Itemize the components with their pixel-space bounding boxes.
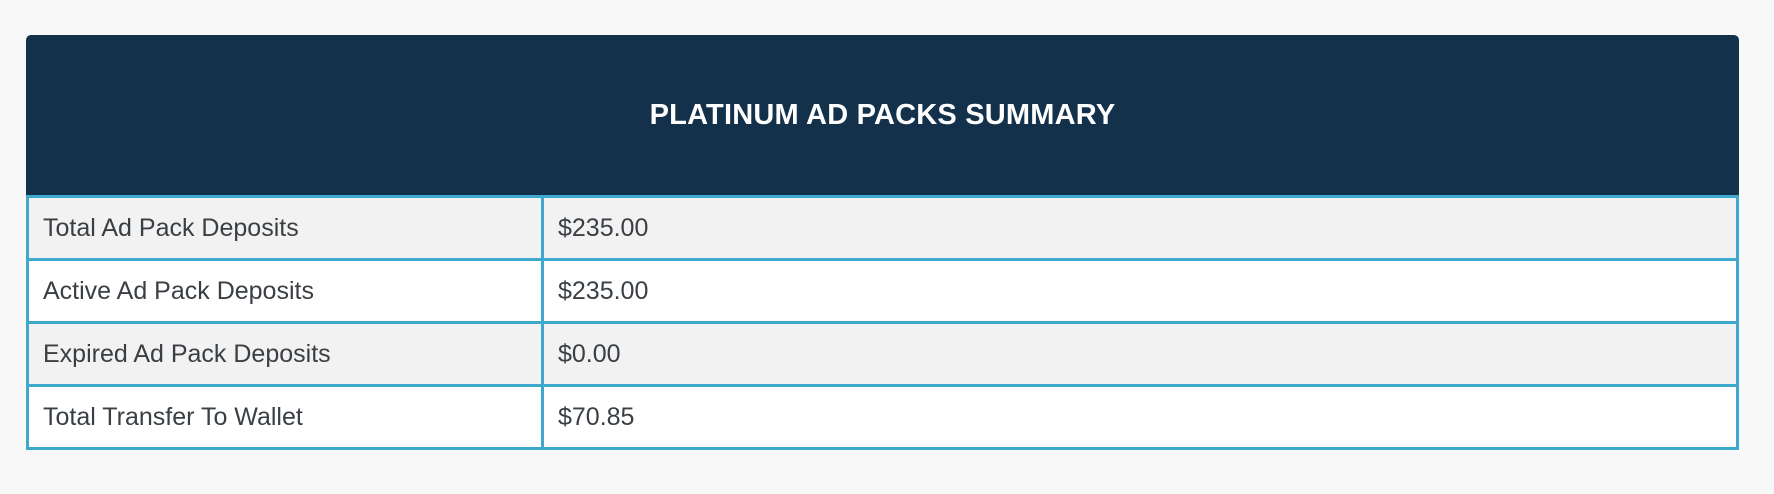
table-row: Total Ad Pack Deposits $235.00 (26, 195, 1739, 261)
panel-header: PLATINUM AD PACKS SUMMARY (26, 35, 1739, 195)
row-value: $235.00 (541, 195, 1739, 261)
row-value: $70.85 (541, 384, 1739, 450)
row-label: Total Transfer To Wallet (26, 384, 544, 450)
table-row: Expired Ad Pack Deposits $0.00 (26, 321, 1739, 387)
table-row: Active Ad Pack Deposits $235.00 (26, 258, 1739, 324)
row-label: Expired Ad Pack Deposits (26, 321, 544, 387)
table-row: Total Transfer To Wallet $70.85 (26, 384, 1739, 450)
summary-panel: PLATINUM AD PACKS SUMMARY Total Ad Pack … (26, 35, 1739, 450)
row-value: $0.00 (541, 321, 1739, 387)
row-value: $235.00 (541, 258, 1739, 324)
row-label: Total Ad Pack Deposits (26, 195, 544, 261)
row-label: Active Ad Pack Deposits (26, 258, 544, 324)
panel-title: PLATINUM AD PACKS SUMMARY (649, 98, 1116, 131)
summary-table: Total Ad Pack Deposits $235.00 Active Ad P… (26, 195, 1739, 450)
